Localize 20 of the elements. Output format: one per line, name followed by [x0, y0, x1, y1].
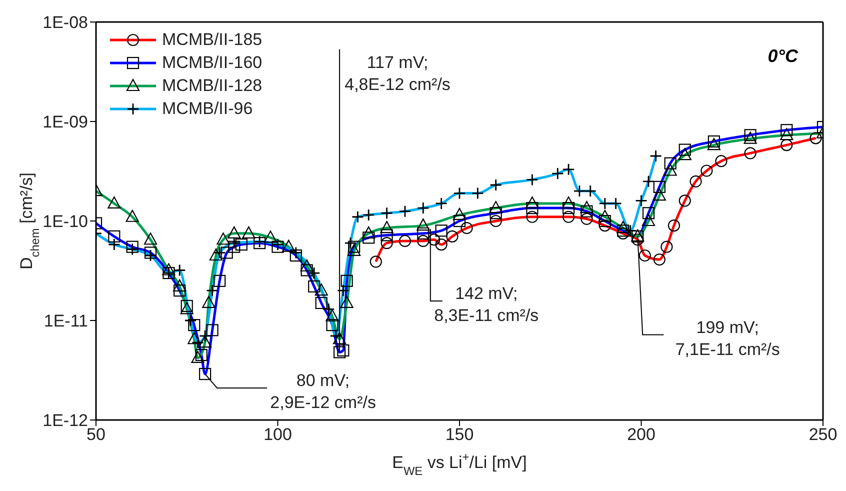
annotation: 117 mV; 4,8E-12 cm²/s — [344, 53, 450, 94]
legend-label: MCMB/II-185 — [162, 30, 262, 50]
x-tick-label: 150 — [445, 425, 474, 444]
x-tick-label: 250 — [808, 425, 838, 444]
annotation: 142 mV; 8,3E-11 cm²/s — [434, 284, 539, 326]
legend-label: MCMB/II-96 — [162, 98, 253, 118]
x-axis-title: E$_{WE}$ vs Li$^{+}$/Li [mV] — [392, 450, 527, 478]
y-tick-label: 1E-09 — [42, 112, 88, 132]
y-tick-label: 1E-11 — [44, 312, 88, 331]
annotation: 0°C — [768, 46, 798, 67]
annotation: 199 mV; 7,1E-11 cm²/s — [675, 318, 780, 359]
legend-label: MCMB/II-128 — [162, 76, 262, 96]
x-tick-label: 50 — [86, 425, 106, 444]
y-tick-label: 1E-12 — [42, 411, 88, 430]
x-tick-label: 200 — [627, 425, 656, 444]
y-tick-label: 1E-10 — [42, 212, 88, 232]
legend-label: MCMB/II-160 — [162, 52, 262, 72]
y-tick-label: 1E-08 — [42, 13, 88, 32]
annotation: 80 mV; 2,9E-12 cm²/s — [270, 370, 376, 412]
x-tick-label: 100 — [264, 425, 292, 444]
